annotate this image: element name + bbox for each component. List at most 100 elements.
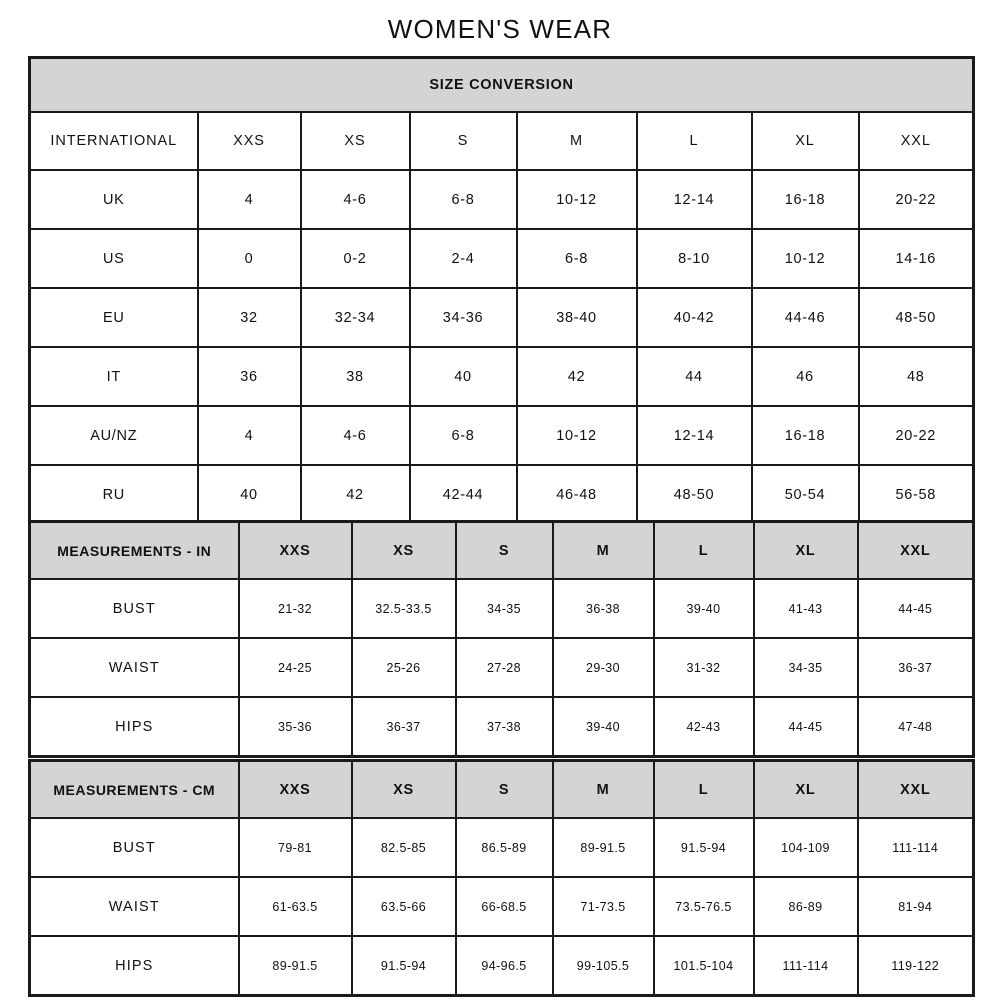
cell-value: 44-46 — [750, 287, 860, 348]
cell-value: 39-40 — [551, 696, 655, 758]
table-row: WAIST 24-25 25-26 27-28 29-30 31-32 34-3… — [28, 637, 975, 698]
cell-value: 20-22 — [857, 405, 975, 466]
cell-value: 32 — [196, 287, 302, 348]
table-row: US 0 0-2 2-4 6-8 8-10 10-12 14-16 — [28, 228, 975, 289]
cell-value: 42 — [299, 464, 411, 526]
cell-value: 16-18 — [750, 405, 860, 466]
cell-value: 10-12 — [515, 169, 638, 230]
cell-value: 40 — [408, 346, 518, 407]
cell-value: 91.5-94 — [350, 935, 457, 997]
header-cell-xxs: XXS — [237, 520, 353, 580]
cell-value: 14-16 — [857, 228, 975, 289]
cell-value: 50-54 — [750, 464, 860, 526]
header-cell-m: M — [515, 111, 638, 171]
header-cell-xs: XS — [350, 520, 457, 580]
cell-value: 42-43 — [652, 696, 755, 758]
cell-value: 24-25 — [237, 637, 353, 698]
row-label: EU — [28, 287, 199, 348]
cell-value: 42 — [515, 346, 638, 407]
header-cell-xl: XL — [750, 111, 860, 171]
row-label: WAIST — [28, 637, 240, 698]
cell-value: 36-38 — [551, 578, 655, 639]
cell-value: 4 — [196, 405, 302, 466]
cell-value: 21-32 — [237, 578, 353, 639]
cell-value: 37-38 — [454, 696, 554, 758]
cell-value: 56-58 — [857, 464, 975, 526]
table-row: IT 36 38 40 42 44 46 48 — [28, 346, 975, 407]
cell-value: 8-10 — [635, 228, 753, 289]
table-row: WAIST 61-63.5 63.5-66 66-68.5 71-73.5 73… — [28, 876, 975, 937]
header-cell-l: L — [652, 759, 755, 819]
table-banner-row: SIZE CONVERSION — [28, 56, 975, 113]
row-label: BUST — [28, 817, 240, 878]
row-label: WAIST — [28, 876, 240, 937]
cell-value: 44 — [635, 346, 753, 407]
row-label: US — [28, 228, 199, 289]
cell-value: 27-28 — [454, 637, 554, 698]
cell-value: 32.5-33.5 — [350, 578, 457, 639]
table-header-row: MEASUREMENTS - CM XXS XS S M L XL XXL — [28, 759, 975, 819]
cell-value: 34-36 — [408, 287, 518, 348]
cell-value: 29-30 — [551, 637, 655, 698]
row-label: HIPS — [28, 935, 240, 997]
cell-value: 0-2 — [299, 228, 411, 289]
cell-value: 94-96.5 — [454, 935, 554, 997]
table-row: HIPS 89-91.5 91.5-94 94-96.5 99-105.5 10… — [28, 935, 975, 997]
header-cell-xs: XS — [350, 759, 457, 819]
cell-value: 89-91.5 — [551, 817, 655, 878]
size-conversion-table: SIZE CONVERSION INTERNATIONAL XXS XS S M… — [28, 56, 975, 526]
cell-value: 48 — [857, 346, 975, 407]
table-row: BUST 79-81 82.5-85 86.5-89 89-91.5 91.5-… — [28, 817, 975, 878]
cell-value: 40 — [196, 464, 302, 526]
measurements-in-table: MEASUREMENTS - IN XXS XS S M L XL XXL BU… — [28, 520, 975, 758]
row-label: UK — [28, 169, 199, 230]
cell-value: 16-18 — [750, 169, 860, 230]
cell-value: 71-73.5 — [551, 876, 655, 937]
cell-value: 2-4 — [408, 228, 518, 289]
table-header-row: INTERNATIONAL XXS XS S M L XL XXL — [28, 111, 975, 171]
cell-value: 35-36 — [237, 696, 353, 758]
cell-value: 73.5-76.5 — [652, 876, 755, 937]
cell-value: 6-8 — [408, 169, 518, 230]
cell-value: 12-14 — [635, 169, 753, 230]
cell-value: 91.5-94 — [652, 817, 755, 878]
cell-value: 31-32 — [652, 637, 755, 698]
cell-value: 0 — [196, 228, 302, 289]
header-cell-xxs: XXS — [237, 759, 353, 819]
cell-value: 39-40 — [652, 578, 755, 639]
header-cell-international: INTERNATIONAL — [28, 111, 199, 171]
cell-value: 12-14 — [635, 405, 753, 466]
cell-value: 111-114 — [752, 935, 859, 997]
header-cell-m: M — [551, 759, 655, 819]
cell-value: 36-37 — [350, 696, 457, 758]
cell-value: 48-50 — [857, 287, 975, 348]
row-label: IT — [28, 346, 199, 407]
header-cell-s: S — [454, 520, 554, 580]
table-row: BUST 21-32 32.5-33.5 34-35 36-38 39-40 4… — [28, 578, 975, 639]
row-label: RU — [28, 464, 199, 526]
cell-value: 44-45 — [856, 578, 975, 639]
cell-value: 86.5-89 — [454, 817, 554, 878]
header-cell-xs: XS — [299, 111, 411, 171]
cell-value: 10-12 — [750, 228, 860, 289]
header-cell-l: L — [652, 520, 755, 580]
header-cell-xl: XL — [752, 520, 859, 580]
cell-value: 4 — [196, 169, 302, 230]
cell-value: 10-12 — [515, 405, 638, 466]
cell-value: 119-122 — [856, 935, 975, 997]
cell-value: 101.5-104 — [652, 935, 755, 997]
row-label: AU/NZ — [28, 405, 199, 466]
cell-value: 36-37 — [856, 637, 975, 698]
cell-value: 46-48 — [515, 464, 638, 526]
cell-value: 38 — [299, 346, 411, 407]
row-label: HIPS — [28, 696, 240, 758]
cell-value: 20-22 — [857, 169, 975, 230]
cell-value: 48-50 — [635, 464, 753, 526]
cell-value: 66-68.5 — [454, 876, 554, 937]
cell-value: 4-6 — [299, 405, 411, 466]
table-header-row: MEASUREMENTS - IN XXS XS S M L XL XXL — [28, 520, 975, 580]
header-cell-s: S — [408, 111, 518, 171]
cell-value: 34-35 — [752, 637, 859, 698]
cell-value: 32-34 — [299, 287, 411, 348]
